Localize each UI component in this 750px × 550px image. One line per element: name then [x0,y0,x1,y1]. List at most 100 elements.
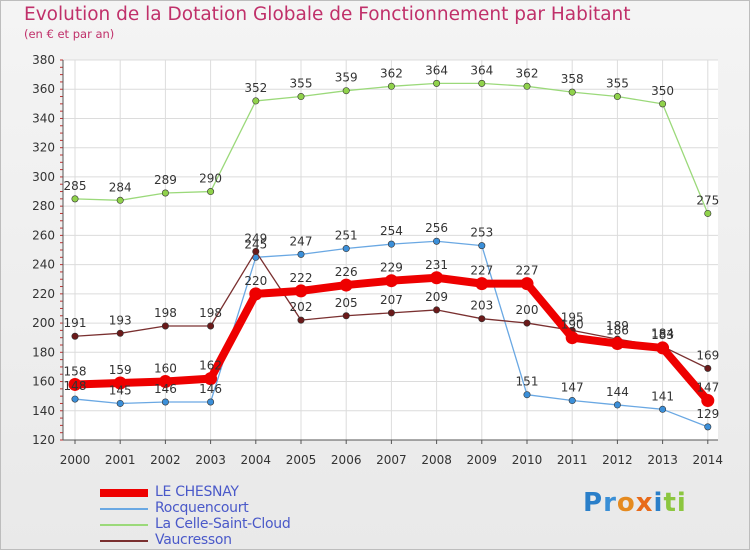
data-label-le-chesnay: 227 [470,264,493,278]
data-label-le-chesnay: 229 [380,261,403,275]
data-label-vaucresson: 207 [380,293,403,307]
data-point-rocquencourt [433,237,441,245]
data-point-rocquencourt [342,245,350,253]
data-label-le-chesnay: 226 [335,265,358,279]
data-label-rocquencourt: 247 [290,234,313,248]
y-tick-label: 260 [32,228,55,242]
data-label-le-chesnay: 227 [516,264,539,278]
legend-item-rocquencourt: Rocquencourt [100,500,360,517]
legend-swatch-la-celle-saint-cloud [100,524,148,526]
data-point-la-celle-saint-cloud [116,196,124,204]
data-point-vaucresson [297,316,305,324]
y-tick-label: 180 [32,345,55,359]
data-label-vaucresson: 198 [154,306,177,320]
data-point-le-chesnay [701,394,715,408]
data-point-vaucresson [478,315,486,323]
data-point-vaucresson [161,322,169,330]
data-label-la-celle-saint-cloud: 275 [696,193,719,207]
data-label-rocquencourt: 251 [335,229,358,243]
chart-title: Evolution de la Dotation Globale de Fonc… [24,4,631,25]
data-label-vaucresson: 200 [516,303,539,317]
data-point-vaucresson [704,364,712,372]
data-label-rocquencourt: 256 [425,221,448,235]
legend-item-le-chesnay: LE CHESNAY [100,484,360,501]
data-point-le-chesnay [294,284,308,298]
y-tick-label: 380 [32,53,55,67]
data-label-rocquencourt: 151 [516,375,539,389]
data-point-la-celle-saint-cloud [71,195,79,203]
data-label-la-celle-saint-cloud: 352 [244,81,267,95]
legend-item-la-celle-saint-cloud: La Celle-Saint-Cloud [100,516,360,533]
data-point-vaucresson [71,332,79,340]
data-label-la-celle-saint-cloud: 355 [290,77,313,91]
data-label-rocquencourt: 144 [606,385,629,399]
y-tick-label: 360 [32,82,55,96]
data-point-rocquencourt [161,398,169,406]
data-label-le-chesnay: 183 [651,328,674,342]
data-label-le-chesnay: 159 [109,363,132,377]
data-label-la-celle-saint-cloud: 350 [651,84,674,98]
data-point-le-chesnay [520,277,534,291]
data-point-le-chesnay [68,377,82,391]
data-label-la-celle-saint-cloud: 285 [64,179,87,193]
data-point-la-celle-saint-cloud [252,97,260,105]
logo-letter-i: i [653,488,664,518]
data-point-le-chesnay [565,331,579,345]
y-tick-label: 200 [32,316,55,330]
y-tick-label: 120 [32,433,55,447]
x-tick-label: 2010 [512,453,543,467]
data-point-rocquencourt [207,398,215,406]
logo-letter-t: ti [663,488,687,518]
data-label-la-celle-saint-cloud: 364 [470,63,493,77]
series-lines [68,79,715,431]
data-label-le-chesnay: 147 [696,381,719,395]
data-label-le-chesnay: 220 [244,274,267,288]
data-point-rocquencourt [71,395,79,403]
x-tick-label: 2008 [421,453,452,467]
logo-letter-o: o [616,488,636,518]
data-label-la-celle-saint-cloud: 362 [516,66,539,80]
data-label-vaucresson: 193 [109,313,132,327]
data-label-la-celle-saint-cloud: 359 [335,71,358,85]
data-point-vaucresson [207,322,215,330]
data-point-la-celle-saint-cloud [613,93,621,101]
data-point-le-chesnay [249,287,263,301]
data-point-rocquencourt [523,391,531,399]
data-label-le-chesnay: 162 [199,359,222,373]
legend-item-vaucresson: Vaucresson [100,532,360,549]
data-label-le-chesnay: 158 [64,364,87,378]
data-label-le-chesnay: 231 [425,258,448,272]
x-tick-label: 2005 [286,453,317,467]
data-label-le-chesnay: 222 [290,271,313,285]
data-point-le-chesnay [158,375,172,389]
y-tick-label: 280 [32,199,55,213]
data-point-le-chesnay [475,277,489,291]
data-label-la-celle-saint-cloud: 364 [425,63,448,77]
data-label-vaucresson: 169 [696,348,719,362]
data-point-la-celle-saint-cloud [568,88,576,96]
data-point-le-chesnay [610,337,624,351]
data-point-vaucresson [252,247,260,255]
data-point-la-celle-saint-cloud [387,82,395,90]
y-tick-label: 340 [32,111,55,125]
data-label-vaucresson: 249 [244,231,267,245]
data-label-rocquencourt: 146 [154,382,177,396]
data-label-le-chesnay: 190 [561,318,584,332]
x-tick-label: 2003 [195,453,226,467]
data-point-vaucresson [433,306,441,314]
data-label-vaucresson: 202 [290,300,313,314]
data-point-la-celle-saint-cloud [433,79,441,87]
y-tick-label: 140 [32,404,55,418]
legend-swatch-le-chesnay [100,489,148,497]
data-label-vaucresson: 205 [335,296,358,310]
data-point-la-celle-saint-cloud [659,100,667,108]
data-label-la-celle-saint-cloud: 289 [154,173,177,187]
axes: 120 140 160 180 200 220 240 260 280 300 320 340 360 3… [32,53,723,467]
data-label-rocquencourt: 141 [651,389,674,403]
plot-area [63,60,718,440]
data-point-rocquencourt [613,401,621,409]
data-label-rocquencourt: 145 [109,383,132,397]
data-label-rocquencourt: 148 [64,379,87,393]
data-point-la-celle-saint-cloud [704,209,712,217]
